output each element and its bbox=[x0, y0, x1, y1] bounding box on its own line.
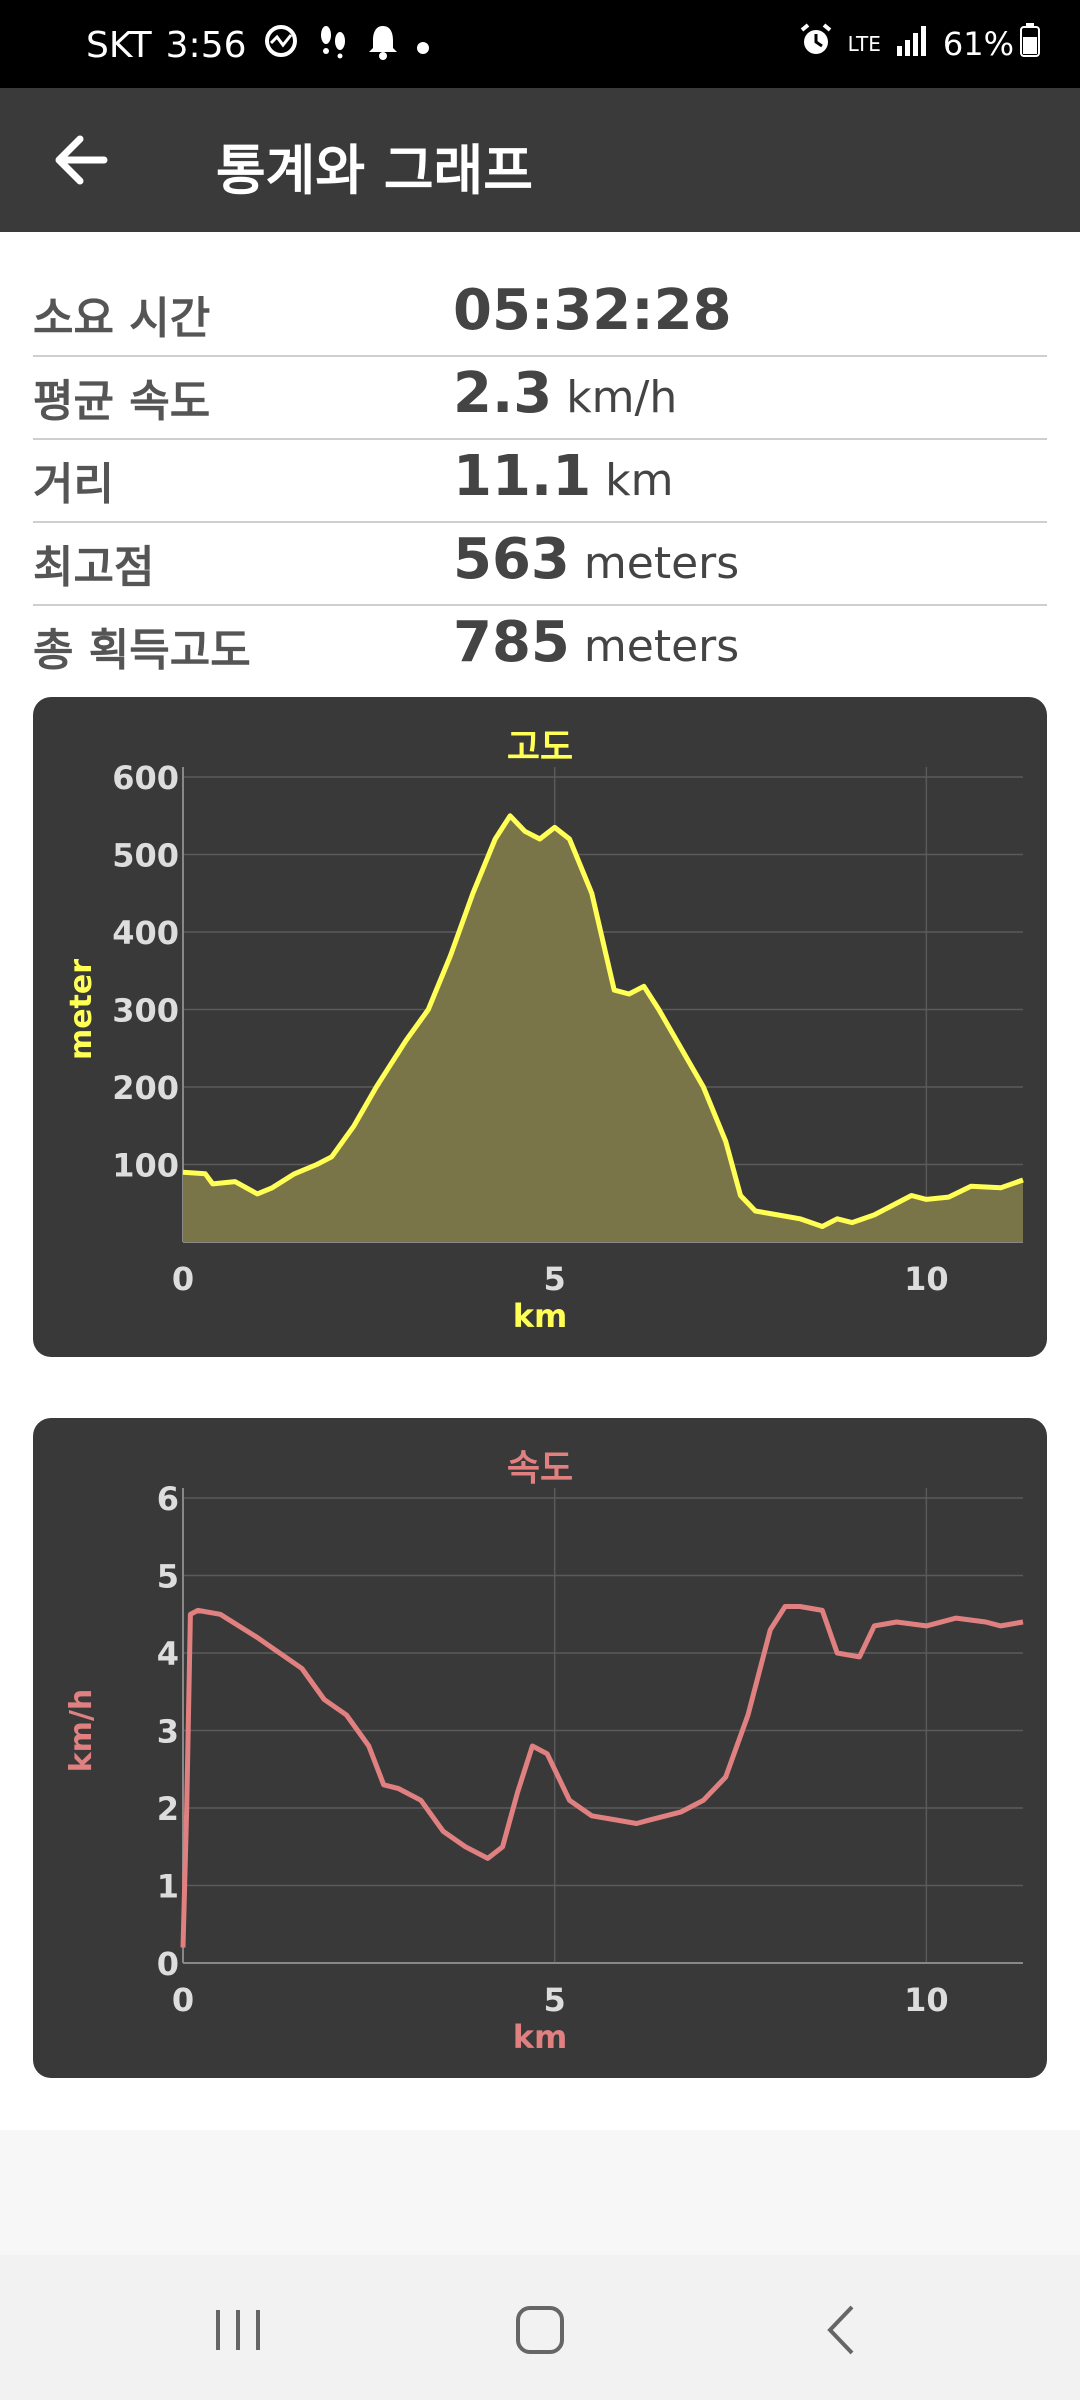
stat-label: 총 획득고도 bbox=[33, 625, 251, 676]
battery-icon bbox=[1020, 23, 1040, 65]
status-bar: SKT 3:56 LTE 61% bbox=[0, 0, 1080, 88]
elevation-chart-card: 100 200 300 400 500 600 0 5 10 고도 km meter bbox=[33, 697, 1047, 1357]
y-tick-label: 600 bbox=[112, 759, 179, 797]
y-tick-label: 500 bbox=[112, 837, 179, 875]
carrier-label: SKT bbox=[86, 24, 152, 66]
stat-value: 05:32:28 bbox=[453, 278, 732, 343]
x-axis-label: km bbox=[513, 1297, 568, 1335]
page-bottom-area bbox=[0, 2130, 1080, 2255]
stat-row-max-elevation: 최고점 563 meters bbox=[33, 523, 1047, 606]
recent-apps-button[interactable] bbox=[198, 2295, 278, 2365]
stat-row-distance: 거리 11.1 km bbox=[33, 440, 1047, 523]
page-title: 통계와 그래프 bbox=[216, 139, 533, 202]
activity-icon bbox=[261, 23, 301, 67]
stat-label: 소요 시간 bbox=[33, 293, 211, 344]
y-axis-label: km/h bbox=[64, 1689, 99, 1773]
stat-number: 563 bbox=[453, 527, 570, 592]
y-tick-label: 400 bbox=[112, 914, 179, 952]
back-icon bbox=[827, 2305, 854, 2355]
app-bar: 통계와 그래프 bbox=[0, 88, 1080, 232]
elevation-area bbox=[183, 815, 1023, 1242]
stat-unit: meters bbox=[583, 538, 740, 589]
battery-level: 61% bbox=[942, 25, 1014, 63]
stat-value: 2.3 km/h bbox=[453, 361, 677, 426]
x-tick-label: 0 bbox=[172, 1260, 194, 1298]
footsteps-icon bbox=[315, 23, 351, 67]
recent-apps-icon bbox=[216, 2310, 260, 2350]
y-tick-label: 0 bbox=[157, 1945, 179, 1983]
speed-chart-card: 0 1 2 3 4 5 6 0 5 10 속도 km km/h bbox=[33, 1418, 1047, 2078]
stat-value: 785 meters bbox=[453, 610, 739, 675]
y-tick-label: 1 bbox=[157, 1868, 179, 1906]
stat-label: 거리 bbox=[33, 459, 114, 510]
y-tick-label: 2 bbox=[157, 1790, 179, 1828]
home-icon bbox=[516, 2306, 564, 2354]
speed-line bbox=[180, 1604, 1024, 1948]
lte-icon: LTE bbox=[847, 32, 881, 56]
elevation-line bbox=[182, 813, 1024, 1229]
stat-unit: km/h bbox=[566, 372, 678, 423]
system-nav-bar bbox=[0, 2255, 1080, 2400]
y-tick-label: 3 bbox=[157, 1713, 179, 1751]
stat-number: 05:32:28 bbox=[453, 278, 732, 343]
x-tick-label: 5 bbox=[544, 1260, 566, 1298]
y-axis-label: meter bbox=[64, 959, 99, 1060]
back-button[interactable] bbox=[50, 130, 120, 190]
notification-bell-icon bbox=[365, 22, 401, 68]
y-tick-label: 4 bbox=[157, 1635, 179, 1673]
chart-title: 속도 bbox=[507, 1448, 573, 1489]
stat-unit: km bbox=[605, 455, 674, 506]
arrow-left-icon bbox=[55, 135, 108, 185]
signal-icon bbox=[895, 24, 929, 64]
dot-icon bbox=[415, 26, 431, 64]
alarm-icon bbox=[798, 22, 834, 66]
clock: 3:56 bbox=[165, 24, 247, 66]
x-tick-label: 10 bbox=[904, 1981, 949, 2019]
stat-label: 평균 속도 bbox=[33, 376, 211, 427]
y-tick-label: 100 bbox=[112, 1147, 179, 1185]
stat-row-duration: 소요 시간 05:32:28 bbox=[33, 274, 1047, 357]
x-tick-label: 10 bbox=[904, 1260, 949, 1298]
y-tick-label: 200 bbox=[112, 1069, 179, 1107]
chart-title: 고도 bbox=[507, 727, 573, 768]
speed-chart: 0 1 2 3 4 5 6 0 5 10 속도 km km/h bbox=[64, 1448, 1024, 2056]
stat-row-avg-speed: 평균 속도 2.3 km/h bbox=[33, 357, 1047, 440]
stat-value: 11.1 km bbox=[453, 444, 674, 509]
y-tick-label: 6 bbox=[157, 1480, 179, 1518]
x-axis-label: km bbox=[513, 2018, 568, 2056]
x-tick-label: 5 bbox=[544, 1981, 566, 2019]
x-tick-label: 0 bbox=[172, 1981, 194, 2019]
stat-number: 11.1 bbox=[453, 444, 592, 509]
y-tick-label: 300 bbox=[112, 992, 179, 1030]
stat-unit: meters bbox=[583, 621, 740, 672]
stats-list: 소요 시간 05:32:28 평균 속도 2.3 km/h 거리 11.1 km 최… bbox=[33, 274, 1047, 687]
stat-value: 563 meters bbox=[453, 527, 739, 592]
network-label: LTE bbox=[847, 32, 881, 56]
stat-number: 2.3 bbox=[453, 361, 553, 426]
y-tick-label: 5 bbox=[157, 1558, 179, 1596]
home-button[interactable] bbox=[500, 2295, 580, 2365]
system-back-button[interactable] bbox=[802, 2295, 882, 2365]
stat-row-total-ascent: 총 획득고도 785 meters bbox=[33, 606, 1047, 687]
elevation-chart: 100 200 300 400 500 600 0 5 10 고도 km meter bbox=[64, 727, 1024, 1335]
stat-label: 최고점 bbox=[33, 542, 155, 593]
stat-number: 785 bbox=[453, 610, 570, 675]
